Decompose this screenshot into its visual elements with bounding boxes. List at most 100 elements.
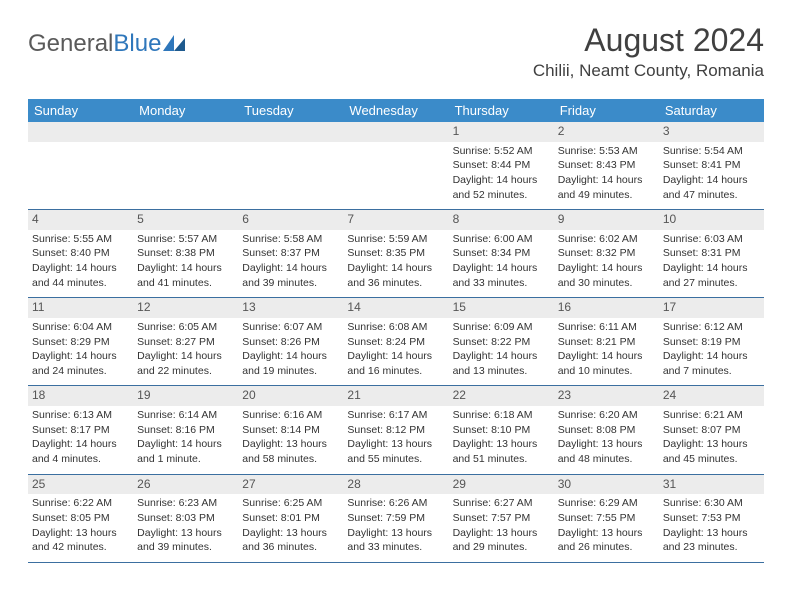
day-cell: 13Sunrise: 6:07 AMSunset: 8:26 PMDayligh… — [238, 298, 343, 386]
day-number: 17 — [659, 298, 764, 318]
day-number: 23 — [554, 386, 659, 406]
sunrise-text: Sunrise: 5:54 AM — [663, 145, 760, 159]
daylight-text: Daylight: 13 hours — [242, 527, 339, 541]
sunrise-text: Sunrise: 5:59 AM — [347, 233, 444, 247]
week-row: 18Sunrise: 6:13 AMSunset: 8:17 PMDayligh… — [28, 386, 764, 474]
day-cell: 17Sunrise: 6:12 AMSunset: 8:19 PMDayligh… — [659, 298, 764, 386]
day-number: 27 — [238, 475, 343, 495]
sunrise-text: Sunrise: 6:18 AM — [453, 409, 550, 423]
empty-daynum — [28, 122, 133, 142]
daylight-text: and 19 minutes. — [242, 365, 339, 379]
day-cell: 9Sunrise: 6:02 AMSunset: 8:32 PMDaylight… — [554, 210, 659, 298]
sunset-text: Sunset: 8:16 PM — [137, 424, 234, 438]
sunrise-text: Sunrise: 6:07 AM — [242, 321, 339, 335]
sunset-text: Sunset: 8:32 PM — [558, 247, 655, 261]
daylight-text: and 33 minutes. — [347, 541, 444, 555]
daylight-text: Daylight: 14 hours — [663, 350, 760, 364]
daylight-text: and 26 minutes. — [558, 541, 655, 555]
daylight-text: and 45 minutes. — [663, 453, 760, 467]
daylight-text: and 7 minutes. — [663, 365, 760, 379]
day-cell: 7Sunrise: 5:59 AMSunset: 8:35 PMDaylight… — [343, 210, 448, 298]
daylight-text: Daylight: 14 hours — [453, 174, 550, 188]
daylight-text: and 13 minutes. — [453, 365, 550, 379]
daylight-text: Daylight: 14 hours — [558, 174, 655, 188]
day-number: 24 — [659, 386, 764, 406]
day-number: 29 — [449, 475, 554, 495]
day-cell: 4Sunrise: 5:55 AMSunset: 8:40 PMDaylight… — [28, 210, 133, 298]
daylight-text: Daylight: 14 hours — [242, 262, 339, 276]
day-cell: 31Sunrise: 6:30 AMSunset: 7:53 PMDayligh… — [659, 474, 764, 562]
dow-header: Monday — [133, 99, 238, 122]
sunrise-text: Sunrise: 5:58 AM — [242, 233, 339, 247]
sunset-text: Sunset: 8:14 PM — [242, 424, 339, 438]
sunrise-text: Sunrise: 6:26 AM — [347, 497, 444, 511]
sunset-text: Sunset: 8:05 PM — [32, 512, 129, 526]
daylight-text: and 42 minutes. — [32, 541, 129, 555]
empty-cell — [133, 122, 238, 210]
dow-header: Sunday — [28, 99, 133, 122]
daylight-text: Daylight: 14 hours — [242, 350, 339, 364]
daylight-text: and 22 minutes. — [137, 365, 234, 379]
logo: GeneralBlue — [28, 22, 185, 58]
sunset-text: Sunset: 8:43 PM — [558, 159, 655, 173]
daylight-text: Daylight: 14 hours — [453, 350, 550, 364]
day-number: 1 — [449, 122, 554, 142]
day-number: 19 — [133, 386, 238, 406]
daylight-text: and 23 minutes. — [663, 541, 760, 555]
day-cell: 16Sunrise: 6:11 AMSunset: 8:21 PMDayligh… — [554, 298, 659, 386]
day-number: 21 — [343, 386, 448, 406]
day-cell: 1Sunrise: 5:52 AMSunset: 8:44 PMDaylight… — [449, 122, 554, 210]
sunset-text: Sunset: 8:26 PM — [242, 336, 339, 350]
daylight-text: Daylight: 13 hours — [453, 438, 550, 452]
sunrise-text: Sunrise: 6:30 AM — [663, 497, 760, 511]
daylight-text: and 1 minute. — [137, 453, 234, 467]
day-cell: 6Sunrise: 5:58 AMSunset: 8:37 PMDaylight… — [238, 210, 343, 298]
day-cell: 10Sunrise: 6:03 AMSunset: 8:31 PMDayligh… — [659, 210, 764, 298]
day-cell: 12Sunrise: 6:05 AMSunset: 8:27 PMDayligh… — [133, 298, 238, 386]
day-cell: 15Sunrise: 6:09 AMSunset: 8:22 PMDayligh… — [449, 298, 554, 386]
logo-text-1: General — [28, 30, 113, 58]
day-number: 22 — [449, 386, 554, 406]
sunset-text: Sunset: 8:31 PM — [663, 247, 760, 261]
daylight-text: Daylight: 14 hours — [558, 262, 655, 276]
sunset-text: Sunset: 8:24 PM — [347, 336, 444, 350]
daylight-text: and 36 minutes. — [347, 277, 444, 291]
sunrise-text: Sunrise: 6:05 AM — [137, 321, 234, 335]
day-number: 30 — [554, 475, 659, 495]
empty-daynum — [343, 122, 448, 142]
day-number: 5 — [133, 210, 238, 230]
calendar-body: 1Sunrise: 5:52 AMSunset: 8:44 PMDaylight… — [28, 122, 764, 562]
sunset-text: Sunset: 8:10 PM — [453, 424, 550, 438]
empty-cell — [238, 122, 343, 210]
logo-icon — [163, 30, 185, 46]
daylight-text: and 30 minutes. — [558, 277, 655, 291]
day-number: 7 — [343, 210, 448, 230]
daylight-text: and 24 minutes. — [32, 365, 129, 379]
daylight-text: Daylight: 14 hours — [137, 438, 234, 452]
dow-row: SundayMondayTuesdayWednesdayThursdayFrid… — [28, 99, 764, 122]
dow-header: Tuesday — [238, 99, 343, 122]
sunrise-text: Sunrise: 6:17 AM — [347, 409, 444, 423]
sunset-text: Sunset: 8:01 PM — [242, 512, 339, 526]
day-cell: 24Sunrise: 6:21 AMSunset: 8:07 PMDayligh… — [659, 386, 764, 474]
dow-header: Thursday — [449, 99, 554, 122]
day-number: 28 — [343, 475, 448, 495]
sunrise-text: Sunrise: 6:12 AM — [663, 321, 760, 335]
daylight-text: Daylight: 14 hours — [347, 350, 444, 364]
daylight-text: and 36 minutes. — [242, 541, 339, 555]
sunrise-text: Sunrise: 6:21 AM — [663, 409, 760, 423]
month-title: August 2024 — [533, 22, 764, 59]
daylight-text: and 58 minutes. — [242, 453, 339, 467]
sunset-text: Sunset: 8:22 PM — [453, 336, 550, 350]
day-number: 8 — [449, 210, 554, 230]
sunrise-text: Sunrise: 6:00 AM — [453, 233, 550, 247]
title-block: August 2024 Chilii, Neamt County, Romani… — [533, 22, 764, 81]
sunset-text: Sunset: 8:07 PM — [663, 424, 760, 438]
daylight-text: and 48 minutes. — [558, 453, 655, 467]
daylight-text: and 39 minutes. — [137, 541, 234, 555]
day-cell: 28Sunrise: 6:26 AMSunset: 7:59 PMDayligh… — [343, 474, 448, 562]
empty-daynum — [238, 122, 343, 142]
sunrise-text: Sunrise: 6:14 AM — [137, 409, 234, 423]
daylight-text: Daylight: 13 hours — [453, 527, 550, 541]
sunset-text: Sunset: 8:41 PM — [663, 159, 760, 173]
